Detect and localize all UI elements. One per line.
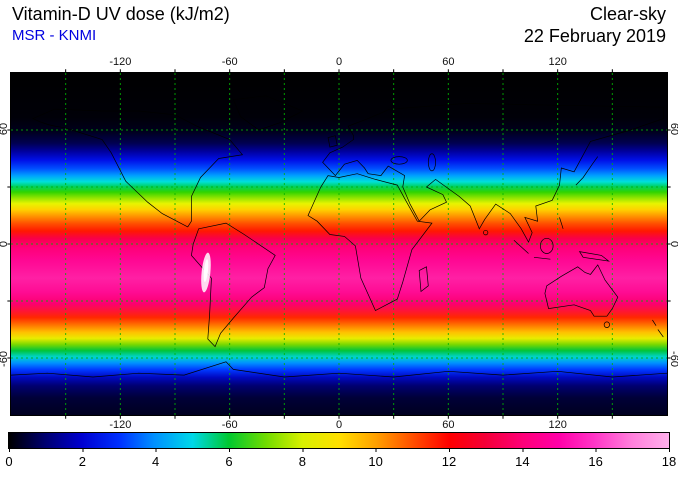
condition-label: Clear-sky bbox=[589, 4, 666, 24]
lat-tick-label: -60 bbox=[0, 351, 10, 367]
north-america-coast bbox=[33, 109, 243, 227]
page-title: Vitamin-D UV dose (kJ/m2) bbox=[12, 4, 230, 24]
date-label: 22 February 2019 bbox=[523, 26, 666, 46]
sri-lanka-coast bbox=[484, 230, 488, 235]
greenland-coast bbox=[233, 96, 302, 130]
lon-tick-label: 60 bbox=[442, 56, 455, 68]
lon-tick-label: 0 bbox=[335, 56, 343, 68]
lon-tick-label: 0 bbox=[335, 419, 343, 431]
lon-tick-label: -120 bbox=[109, 419, 132, 431]
antarctica-coast bbox=[11, 362, 667, 377]
colorbar bbox=[8, 432, 670, 449]
africa-coast bbox=[308, 174, 432, 311]
borneo-coast bbox=[540, 238, 553, 253]
new-zealand-coast bbox=[652, 320, 663, 337]
caspian-sea-outline bbox=[428, 154, 435, 171]
lat-tick-label: 60 bbox=[0, 122, 10, 136]
java-coast bbox=[534, 257, 550, 259]
lon-tick-label: -60 bbox=[221, 56, 238, 68]
colorbar-tick-label: 6 bbox=[225, 454, 233, 469]
axis-ticks bbox=[7, 69, 670, 419]
world-uv-dose-map bbox=[10, 72, 668, 416]
madagascar-coast bbox=[419, 267, 428, 292]
top-longitude-axis: -120 -60 0 60 120 bbox=[11, 56, 667, 70]
map-overlay bbox=[11, 73, 667, 415]
sumatra-coast bbox=[514, 240, 529, 253]
colorbar-scale: 0 2 4 6 8 10 12 14 16 18 bbox=[5, 454, 676, 470]
grid-lines bbox=[11, 73, 667, 415]
lon-tick-label: -60 bbox=[221, 419, 238, 431]
lat-tick-label: -60 bbox=[668, 351, 678, 367]
colorbar-tick-label: 12 bbox=[441, 454, 457, 469]
lon-tick-label: 120 bbox=[548, 56, 567, 68]
lon-tick-label: 120 bbox=[548, 419, 567, 431]
andes-high-dose-spot bbox=[201, 252, 211, 293]
australia-coast bbox=[545, 265, 618, 316]
black-sea-outline bbox=[391, 157, 407, 165]
colorbar-tick-label: 8 bbox=[298, 454, 306, 469]
lon-tick-label: -120 bbox=[109, 56, 132, 68]
eurasia-coast bbox=[323, 103, 664, 242]
colorbar-ticks bbox=[9, 449, 670, 452]
colorbar-tick-label: 10 bbox=[368, 454, 383, 469]
source-label: MSR - KNMI bbox=[12, 27, 97, 44]
bottom-longitude-axis: -120 -60 0 60 120 bbox=[11, 419, 667, 433]
south-america-coast bbox=[191, 223, 275, 347]
philippines-coast bbox=[559, 217, 563, 228]
japan-coast bbox=[576, 157, 598, 186]
colorbar-tick-label: 2 bbox=[78, 454, 86, 469]
coastlines bbox=[11, 96, 667, 377]
colorbar-tick-label: 18 bbox=[661, 454, 677, 469]
tasmania-coast bbox=[604, 322, 609, 328]
colorbar-tick-label: 4 bbox=[152, 454, 160, 469]
british-isles-coast bbox=[328, 136, 337, 147]
colorbar-tick-label: 14 bbox=[515, 454, 530, 469]
colorbar-tick-label: 0 bbox=[5, 454, 13, 469]
colorbar-tick-label: 16 bbox=[588, 454, 603, 469]
lon-tick-label: 60 bbox=[442, 419, 455, 431]
new-guinea-coast bbox=[580, 252, 609, 262]
lat-tick-label: 60 bbox=[668, 122, 678, 136]
